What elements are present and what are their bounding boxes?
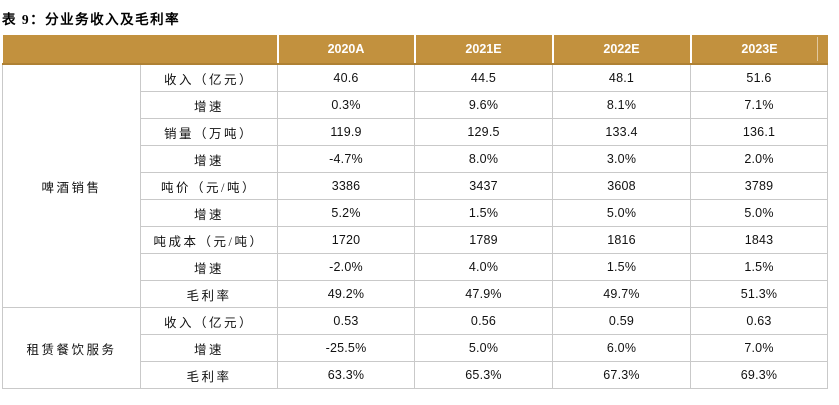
metric-label: 增速 <box>140 145 278 173</box>
metric-label: 吨成本（元/吨） <box>140 226 278 254</box>
metric-value: 119.9 <box>277 118 415 146</box>
metric-value: 0.53 <box>277 307 415 335</box>
metric-value: 8.0% <box>414 145 553 173</box>
metric-value: 3608 <box>552 172 691 200</box>
metric-value: 67.3% <box>552 361 691 389</box>
metric-value: 9.6% <box>414 91 553 119</box>
metric-value: 1816 <box>552 226 691 254</box>
metric-value: 0.59 <box>552 307 691 335</box>
metric-value: -25.5% <box>277 334 415 362</box>
table-row: 毛利率 63.3% 65.3% 67.3% 69.3% <box>3 361 828 389</box>
metric-value: 5.0% <box>552 199 691 227</box>
metric-value: 69.3% <box>690 361 828 389</box>
metric-label: 收入（亿元） <box>140 63 278 92</box>
segment-revenue-table: 2020A 2021E 2022E 2023E 啤酒销售 收入（亿元） 40.6 44… <box>2 35 828 389</box>
metric-value: 1.5% <box>552 253 691 281</box>
metric-value: 65.3% <box>414 361 553 389</box>
column-header-2022e: 2022E <box>551 35 691 65</box>
metric-value: 1789 <box>414 226 553 254</box>
metric-value: -4.7% <box>277 145 415 173</box>
metric-value: 3386 <box>277 172 415 200</box>
metric-value: 0.3% <box>277 91 415 119</box>
metric-value: 1.5% <box>414 199 553 227</box>
metric-label: 增速 <box>140 253 278 281</box>
metric-label: 毛利率 <box>140 280 278 308</box>
metric-label: 增速 <box>140 334 278 362</box>
table-row: 租赁餐饮服务 收入（亿元） 0.53 0.56 0.59 0.63 <box>2 307 828 389</box>
table-header-row: 2020A 2021E 2022E 2023E <box>2 35 828 65</box>
column-header-2023e: 2023E <box>689 35 828 65</box>
metric-value: 133.4 <box>552 118 691 146</box>
metric-value: 0.56 <box>414 307 553 335</box>
metric-label: 销量（万吨） <box>140 118 278 146</box>
metric-value: 5.2% <box>277 199 415 227</box>
metric-value: 3789 <box>690 172 828 200</box>
metric-value: 4.0% <box>414 253 553 281</box>
metric-value: 40.6 <box>277 63 415 92</box>
metric-value: 48.1 <box>552 63 691 92</box>
table-row: 增速 -2.0% 4.0% 1.5% 1.5% <box>3 253 828 281</box>
table-body: 啤酒销售 收入（亿元） 40.6 44.5 48.1 51.6 增速 0.3% 9.6% 8.1%… <box>2 63 828 389</box>
metric-value: 51.6 <box>690 63 828 92</box>
table-row: 吨成本（元/吨） 1720 1789 1816 1843 <box>3 226 828 254</box>
table-row: 增速 0.3% 9.6% 8.1% 7.1% <box>3 91 828 119</box>
metric-value: 8.1% <box>552 91 691 119</box>
segment-group-label: 租赁餐饮服务 <box>2 307 141 389</box>
metric-value: 6.0% <box>552 334 691 362</box>
metric-value: 0.63 <box>690 307 828 335</box>
metric-value: 1843 <box>690 226 828 254</box>
metric-value: 2.0% <box>690 145 828 173</box>
metric-value: -2.0% <box>277 253 415 281</box>
metric-value: 47.9% <box>414 280 553 308</box>
metric-label: 增速 <box>140 199 278 227</box>
metric-label: 毛利率 <box>140 361 278 389</box>
metric-value: 129.5 <box>414 118 553 146</box>
table-title: 表 9：分业务收入及毛利率 <box>2 12 181 27</box>
header-end-separator <box>816 37 818 61</box>
table-row: 吨价（元/吨） 3386 3437 3608 3789 <box>3 172 828 200</box>
metric-value: 3.0% <box>552 145 691 173</box>
metric-value: 5.0% <box>414 334 553 362</box>
metric-value: 7.0% <box>690 334 828 362</box>
metric-value: 1.5% <box>690 253 828 281</box>
metric-label: 吨价（元/吨） <box>140 172 278 200</box>
metric-value: 1720 <box>277 226 415 254</box>
table-row: 增速 5.2% 1.5% 5.0% 5.0% <box>3 199 828 227</box>
metric-label: 收入（亿元） <box>140 307 278 335</box>
column-header-2021e: 2021E <box>413 35 553 65</box>
table-row: 销量（万吨） 119.9 129.5 133.4 136.1 <box>3 118 828 146</box>
metric-value: 5.0% <box>690 199 828 227</box>
metric-value: 49.7% <box>552 280 691 308</box>
metric-label: 增速 <box>140 91 278 119</box>
metric-value: 63.3% <box>277 361 415 389</box>
metric-value: 49.2% <box>277 280 415 308</box>
header-corner-cell <box>2 35 278 65</box>
table-row: 啤酒销售 收入（亿元） 40.6 44.5 48.1 51.6 <box>2 63 828 308</box>
metric-value: 136.1 <box>690 118 828 146</box>
column-header-2020a: 2020A <box>276 35 415 65</box>
metric-value: 44.5 <box>414 63 553 92</box>
metric-value: 7.1% <box>690 91 828 119</box>
metric-value: 3437 <box>414 172 553 200</box>
table-row: 增速 -4.7% 8.0% 3.0% 2.0% <box>3 145 828 173</box>
segment-group-label: 啤酒销售 <box>2 63 141 308</box>
table-row: 毛利率 49.2% 47.9% 49.7% 51.3% <box>3 280 828 308</box>
metric-value: 51.3% <box>690 280 828 308</box>
